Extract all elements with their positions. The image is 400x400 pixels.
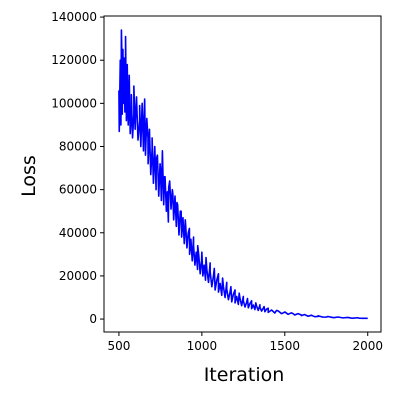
plot-frame — [103, 15, 382, 333]
y-tick-label: 40000 — [59, 226, 97, 240]
x-tick-label: 1000 — [187, 339, 218, 353]
x-tick-label: 2000 — [352, 339, 383, 353]
x-axis: 500 1000 1500 2000 — [107, 332, 383, 353]
y-tick-label: 20000 — [59, 269, 97, 283]
series-layer — [118, 29, 368, 320]
y-axis: 0 20000 40000 60000 80000 100000 120000 140000 — [51, 10, 104, 326]
y-axis-label: Loss — [18, 155, 40, 197]
x-tick-label: 1500 — [270, 339, 301, 353]
x-tick-label: 500 — [107, 339, 130, 353]
y-tick-label: 140000 — [51, 10, 97, 24]
y-tick-label: 80000 — [59, 139, 97, 153]
y-tick-label: 0 — [89, 312, 97, 326]
y-tick-label: 100000 — [51, 96, 97, 110]
x-axis-label: Iteration — [204, 364, 285, 386]
y-tick-label: 60000 — [59, 183, 97, 197]
loss-series-line — [118, 29, 368, 320]
y-tick-label: 120000 — [51, 53, 97, 67]
